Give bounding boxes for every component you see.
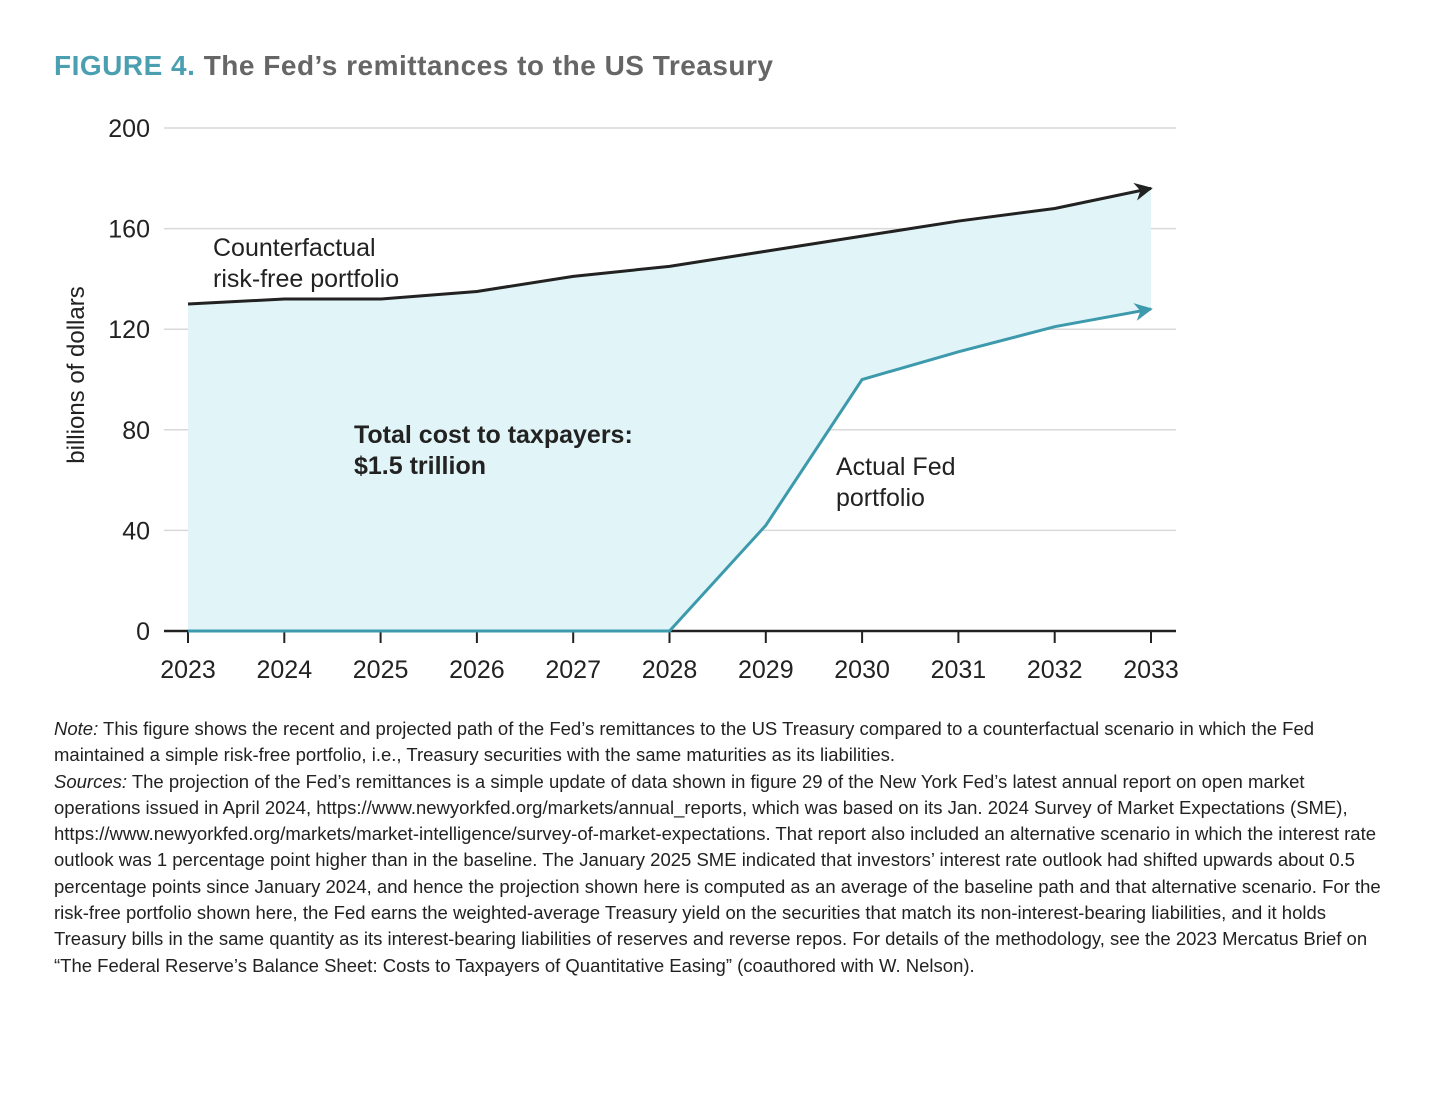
- y-tick-label: 40: [122, 517, 150, 545]
- x-tick-label: 2031: [931, 656, 987, 684]
- x-tick-label: 2033: [1123, 656, 1179, 684]
- y-tick-label: 0: [136, 618, 150, 646]
- series-label: Actual Fed: [836, 453, 956, 481]
- x-tick-label: 2023: [160, 656, 216, 684]
- chart: 0 40 80 120 160 200 2023 2024 2025 2026 2027 2028 20…: [63, 115, 1179, 684]
- x-tick-label: 2025: [353, 656, 409, 684]
- y-tick-label: 80: [122, 417, 150, 445]
- title-text: The Fed’s remittances to the US Treasury: [203, 50, 774, 81]
- annotation-total-cost: $1.5 trillion: [354, 452, 486, 480]
- annotation-total-cost: Total cost to taxpayers:: [354, 421, 633, 449]
- x-tick-label: 2026: [449, 656, 505, 684]
- series-line-counterfactual: [187, 182, 1153, 306]
- series-label: portfolio: [836, 484, 925, 512]
- x-tick-label: 2030: [834, 656, 890, 684]
- y-tick-label: 160: [108, 216, 150, 244]
- series-label: risk-free portfolio: [213, 265, 399, 293]
- x-tick-label: 2028: [642, 656, 698, 684]
- note-label: Note:: [54, 718, 99, 739]
- series-label: Counterfactual: [213, 234, 376, 262]
- sources-text: The projection of the Fed’s remittances …: [54, 770, 1381, 976]
- figure-label: FIGURE 4.: [54, 50, 196, 81]
- x-tick-label: 2027: [545, 656, 601, 684]
- note-paragraph: Note: This figure shows the recent and p…: [54, 716, 1384, 769]
- note-text: This figure shows the recent and project…: [54, 718, 1315, 766]
- y-tick-label: 200: [108, 115, 150, 143]
- sources-paragraph: Sources: The projection of the Fed’s rem…: [54, 769, 1384, 979]
- notes: Note: This figure shows the recent and p…: [54, 716, 1384, 979]
- series-line-actual: [188, 303, 1153, 633]
- figure-title: FIGURE 4. The Fed’s remittances to the U…: [54, 50, 774, 82]
- x-tick-label: 2032: [1027, 656, 1083, 684]
- cost-area: [188, 188, 1151, 632]
- sources-label: Sources:: [54, 770, 128, 792]
- y-tick-label: 120: [108, 316, 150, 344]
- x-tick-label: 2024: [256, 656, 312, 684]
- x-tick-label: 2029: [738, 656, 794, 684]
- y-axis-label: billions of dollars: [63, 286, 90, 463]
